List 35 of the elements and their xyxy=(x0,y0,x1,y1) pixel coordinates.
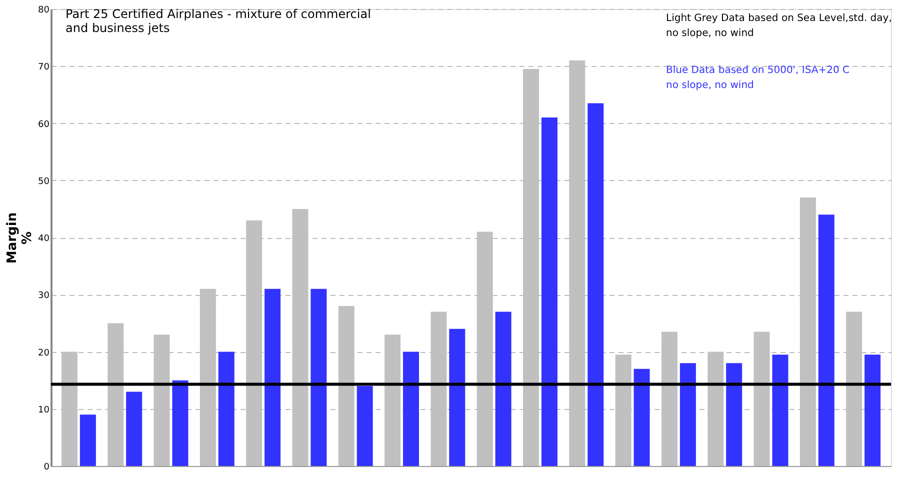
bar xyxy=(495,312,512,466)
bar xyxy=(541,118,558,466)
bar xyxy=(218,352,234,466)
y-tick-label: 20 xyxy=(38,348,50,358)
chart-title: Part 25 Certified Airplanes - mixture of commercial and business jets xyxy=(66,7,371,35)
y-tick-label: 80 xyxy=(38,6,50,16)
bar xyxy=(384,334,401,466)
y-tick-label: 60 xyxy=(38,120,50,130)
y-tick-label: 0 xyxy=(44,462,50,472)
bar xyxy=(403,352,419,466)
bar xyxy=(356,386,373,466)
y-tick-label: 40 xyxy=(38,234,50,244)
bar xyxy=(864,354,881,466)
y-tick-label: 30 xyxy=(38,291,50,302)
bar xyxy=(172,380,188,466)
annotation: Light Grey Data based on Sea Level,std. day, no slope, no wind xyxy=(666,13,892,39)
bar xyxy=(661,332,678,466)
bar xyxy=(80,414,96,466)
bar xyxy=(126,392,142,466)
bar xyxy=(588,103,604,466)
bar xyxy=(772,354,788,466)
bar xyxy=(310,288,327,466)
bar xyxy=(680,363,696,466)
bar xyxy=(264,288,281,466)
bar xyxy=(634,368,650,466)
bar xyxy=(338,306,354,466)
bar xyxy=(449,328,466,466)
annotation: Blue Data based on 5000', ISA+20 C no slope, no wind xyxy=(666,65,850,91)
y-tick-label: 70 xyxy=(38,62,50,73)
bar xyxy=(818,214,834,466)
y-tick-label: 50 xyxy=(38,176,50,187)
y-tick-label: 10 xyxy=(38,405,50,416)
y-axis-title: Margin % xyxy=(5,212,36,264)
bar xyxy=(726,363,742,466)
bar xyxy=(708,352,724,466)
